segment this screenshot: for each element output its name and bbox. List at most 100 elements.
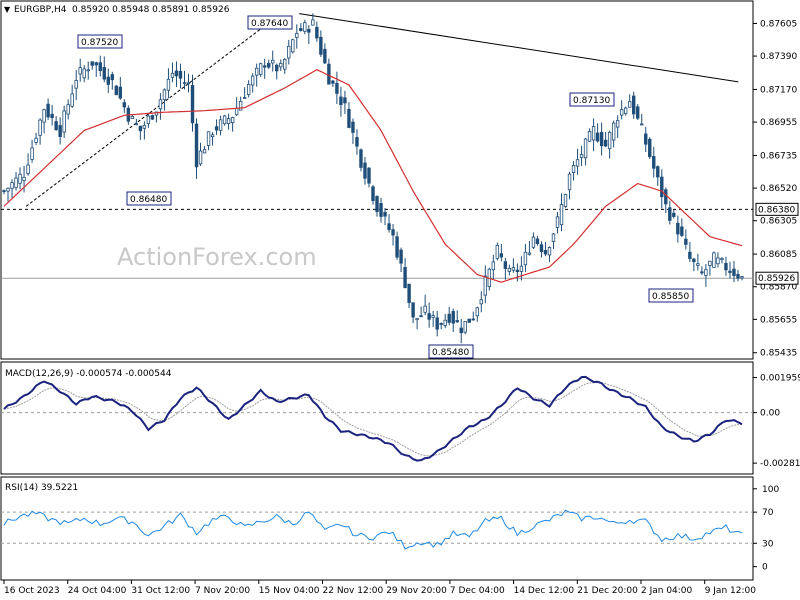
- candle: [435, 310, 439, 337]
- candle-body: [519, 265, 524, 272]
- candle: [351, 118, 355, 144]
- candle: [6, 187, 10, 202]
- upper-trendline: [299, 13, 739, 83]
- candle-body: [415, 317, 419, 321]
- candle: [551, 232, 556, 249]
- candle: [463, 321, 467, 335]
- candle: [359, 148, 363, 172]
- candle: [443, 313, 447, 329]
- candle-body: [531, 236, 536, 248]
- candle-body: [736, 273, 740, 279]
- candle-body: [283, 59, 287, 70]
- candle-body: [503, 261, 508, 269]
- candle-body: [90, 61, 94, 66]
- chart-symbol: EURGBP,H4: [14, 5, 67, 15]
- candle: [615, 115, 620, 139]
- candle-body: [511, 267, 516, 271]
- annotation-label: 0.86480: [130, 195, 167, 205]
- candle: [595, 123, 600, 143]
- candle-body: [411, 302, 415, 318]
- candle: [303, 19, 307, 35]
- candle-body: [692, 258, 696, 263]
- time-tick-label: 22 Nov 12:00: [323, 586, 384, 596]
- candle-body: [254, 67, 259, 76]
- candle-body: [38, 119, 42, 136]
- candle: [10, 179, 14, 198]
- candle-body: [311, 19, 315, 26]
- candle-body: [720, 257, 724, 261]
- candle-body: [660, 176, 664, 198]
- candle-body: [347, 108, 351, 128]
- candle-body: [371, 186, 375, 202]
- candle: [668, 200, 672, 225]
- candle: [627, 94, 632, 108]
- candle-body: [619, 109, 624, 116]
- candle-body: [355, 137, 359, 147]
- candle: [299, 23, 303, 32]
- candle-body: [423, 305, 427, 313]
- chart-ohlc: 0.85920 0.85948 0.85891 0.85926: [72, 5, 230, 15]
- candle-body: [6, 187, 10, 192]
- candle-body: [680, 226, 684, 236]
- rsi-panel-frame: [0, 476, 754, 581]
- candle-body: [331, 80, 335, 84]
- candle: [287, 39, 291, 65]
- candle-body: [158, 99, 163, 110]
- time-tick-label: 7 Nov 20:00: [195, 586, 250, 596]
- candle-body: [664, 189, 668, 205]
- candle-body: [138, 125, 143, 132]
- macd-tick-label: 0.001959: [760, 373, 800, 383]
- candle: [479, 291, 483, 313]
- candle-body: [595, 132, 600, 142]
- candle-body: [110, 74, 114, 81]
- candle: [427, 302, 431, 328]
- price-tick-label: 0.87170: [760, 85, 797, 95]
- candle-body: [351, 121, 355, 133]
- candle-body: [419, 315, 423, 318]
- candle-body: [583, 138, 588, 159]
- candle: [692, 257, 696, 272]
- candle: [471, 311, 475, 321]
- candle-body: [688, 251, 692, 259]
- candle-body: [242, 97, 247, 99]
- annotation-1: 0.87640: [247, 15, 293, 30]
- candle-body: [387, 223, 391, 230]
- candle-body: [563, 194, 568, 207]
- price-axis: 0.87605 0.87390 0.87170 0.86955 0.86735 0.865…: [753, 19, 799, 359]
- candle: [250, 73, 255, 93]
- candle: [547, 246, 552, 263]
- candle: [535, 235, 540, 246]
- candle-body: [728, 270, 732, 273]
- macd-signal-line: [3, 382, 743, 457]
- candle-body: [571, 165, 576, 173]
- price-tag-label: 0.85926: [758, 274, 795, 284]
- candle: [34, 132, 38, 146]
- candle-body: [475, 307, 479, 317]
- macd-line: [3, 375, 743, 462]
- annotation-box: [569, 92, 615, 107]
- candle: [279, 59, 283, 71]
- price-tick-label: 0.85870: [760, 283, 797, 293]
- candle-body: [644, 133, 648, 145]
- candle-body: [567, 173, 572, 191]
- candle-body: [507, 268, 512, 272]
- candle-body: [547, 247, 552, 256]
- annotation-label: 0.87640: [251, 19, 288, 29]
- candle: [295, 24, 299, 49]
- price-tick-label: 0.85435: [760, 349, 797, 359]
- candle-body: [295, 33, 299, 38]
- candle: [555, 211, 560, 234]
- price-tick-label: 0.86305: [760, 217, 797, 227]
- candle: [648, 137, 652, 159]
- annotation-4: 0.87130: [569, 92, 615, 107]
- candle-body: [527, 252, 532, 255]
- candle-body: [271, 59, 275, 64]
- price-tick-label: 0.86520: [760, 184, 797, 194]
- candle-body: [142, 124, 147, 129]
- candle: [146, 112, 151, 128]
- candle-body: [46, 103, 50, 118]
- candle-body: [54, 121, 58, 131]
- candle-body: [367, 167, 371, 184]
- annotation-box: [648, 288, 694, 303]
- candle: [395, 231, 399, 260]
